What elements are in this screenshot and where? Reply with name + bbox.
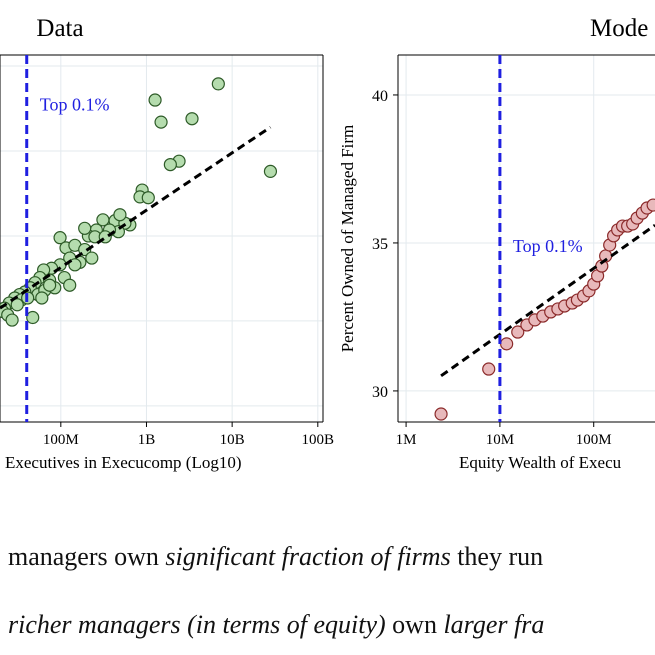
- x-axis-label: Executives in Execucomp (Log10): [5, 453, 242, 472]
- point: [10, 298, 24, 312]
- x-tick-label: 100M: [43, 432, 79, 448]
- chart: Mode 30 35 40 1M 10M 100M Equity Wealth of Exec…: [338, 15, 655, 472]
- x-tick-label: 100M: [576, 432, 612, 448]
- text: richer managers (in terms of equity): [8, 610, 386, 639]
- x-axis-label: Equity Wealth of Execu: [459, 453, 622, 472]
- point: [43, 278, 57, 292]
- point: [185, 112, 199, 126]
- fit-line: [440, 223, 655, 378]
- point: [78, 221, 92, 235]
- point: [26, 310, 40, 325]
- point: [263, 164, 278, 178]
- charts: Data 100M 1B 10B 100B Executives in Execucomp…: [0, 15, 655, 472]
- x-tick-label: 10M: [486, 432, 514, 448]
- annotation: Top 0.1%: [40, 94, 110, 114]
- chart-title: Mode: [590, 15, 648, 42]
- text: significant fraction of firms: [165, 542, 451, 571]
- point: [96, 213, 110, 227]
- y-tick-label: 40: [372, 88, 388, 105]
- point: [434, 407, 448, 421]
- point: [53, 231, 67, 245]
- point: [35, 291, 49, 305]
- text: larger fra: [443, 610, 545, 639]
- point: [511, 325, 525, 339]
- point: [500, 337, 514, 351]
- text-line: managers own significant fraction of fir…: [8, 542, 543, 572]
- point: [5, 313, 19, 327]
- point: [482, 362, 496, 376]
- point: [148, 93, 162, 107]
- y-tick-label: 35: [372, 236, 388, 253]
- text: own: [385, 610, 444, 639]
- chart-title: Data: [36, 15, 83, 42]
- fit-line: [0, 125, 272, 310]
- annotation: Top 0.1%: [513, 236, 583, 256]
- x-tick-label: 10B: [220, 432, 245, 448]
- text: managers own: [8, 542, 166, 571]
- text: they run: [450, 542, 544, 571]
- x-tick-label: 1M: [396, 432, 417, 448]
- x-tick-label: 1B: [138, 432, 156, 448]
- point: [113, 208, 127, 222]
- point: [163, 157, 177, 172]
- y-axis-label: Percent Owned of Managed Firm: [338, 125, 357, 353]
- text-line: richer managers (in terms of equity) own…: [8, 610, 544, 640]
- point: [85, 251, 99, 265]
- point: [154, 115, 168, 129]
- chart: Data 100M 1B 10B 100B Executives in Execucomp…: [0, 15, 334, 472]
- x-tick-label: 100B: [302, 432, 335, 448]
- point: [141, 191, 155, 205]
- point: [211, 77, 225, 91]
- point: [646, 198, 655, 212]
- plot-area: [434, 55, 655, 422]
- point: [63, 278, 77, 292]
- y-tick-label: 30: [372, 384, 388, 401]
- plot-area: [0, 55, 278, 422]
